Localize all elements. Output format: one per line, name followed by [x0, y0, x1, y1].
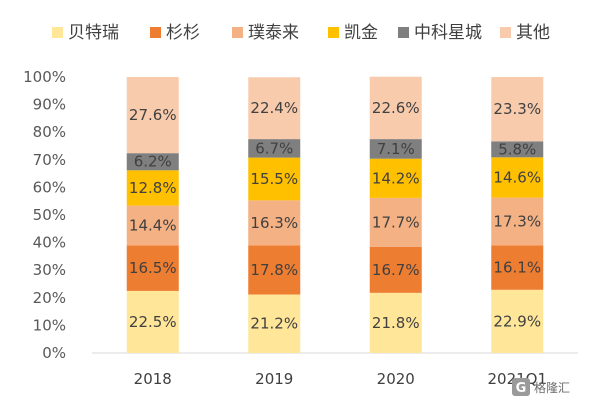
watermark: G 格隆汇 — [512, 378, 570, 396]
bar-segment — [369, 197, 422, 247]
bar-segment — [491, 197, 544, 246]
bar-segment — [248, 245, 301, 295]
data-label: 14.4% — [129, 216, 177, 234]
bar-segment — [126, 153, 179, 171]
data-label: 16.3% — [250, 214, 298, 232]
legend-item: 凯金 — [328, 23, 378, 43]
bar-segment — [369, 158, 422, 198]
bar-segment — [126, 205, 179, 246]
legend-item: 贝特瑞 — [52, 23, 119, 43]
legend-swatch — [398, 27, 409, 38]
bar-segment — [369, 76, 422, 140]
y-tick-label: 80% — [33, 123, 66, 141]
legend-item: 璞泰来 — [232, 23, 299, 43]
data-label: 15.5% — [250, 170, 298, 188]
bar-segment — [126, 290, 179, 353]
svg-text:G: G — [516, 381, 527, 396]
data-label: 16.5% — [129, 259, 177, 277]
legend-label: 杉杉 — [166, 23, 200, 43]
data-label: 21.8% — [372, 314, 420, 332]
legend-label: 贝特瑞 — [68, 23, 119, 43]
data-label: 17.7% — [372, 213, 420, 231]
bar-segment — [248, 77, 301, 140]
legend-swatch — [500, 27, 511, 38]
data-label: 14.6% — [493, 168, 541, 186]
data-label: 17.3% — [493, 212, 541, 230]
legend-swatch — [52, 27, 63, 38]
data-label: 6.7% — [255, 139, 293, 157]
gelonghui-logo-icon: G — [512, 378, 530, 396]
data-label: 23.3% — [493, 100, 541, 118]
bar-stack-2020: 21.8% 16.7% 17.7% 14.2% 7.1% 22.6% — [369, 76, 422, 353]
legend-swatch — [328, 27, 339, 38]
bar-segment — [126, 170, 179, 206]
bar-segment — [369, 246, 422, 293]
bar-segment — [126, 245, 179, 291]
bar-segment — [248, 200, 301, 246]
data-label: 22.6% — [372, 99, 420, 117]
x-tick-label: 2019 — [255, 370, 293, 388]
watermark-text: 格隆汇 — [534, 380, 570, 395]
bar-segment — [491, 245, 544, 290]
bar-stack-2018: 22.5% 16.5% 14.4% 12.8% 6.2% 27.6% — [126, 77, 179, 353]
y-tick-label: 50% — [33, 206, 66, 224]
bar-segment — [248, 139, 301, 158]
y-tick-label: 90% — [33, 96, 66, 114]
bar-segment — [248, 157, 301, 201]
y-tick-label: 20% — [33, 289, 66, 307]
data-label: 14.2% — [372, 169, 420, 187]
bar-segment — [369, 139, 422, 159]
legend-label: 中科星城 — [414, 23, 482, 43]
x-tick-label: 2018 — [134, 370, 172, 388]
legend-item: 其他 — [500, 23, 550, 43]
legend-label: 其他 — [516, 23, 550, 43]
data-label: 16.1% — [493, 259, 541, 277]
data-label: 17.8% — [250, 261, 298, 279]
y-tick-label: 70% — [33, 151, 66, 169]
bar-segment — [126, 77, 179, 154]
y-tick-label: 100% — [23, 68, 66, 86]
legend-item: 杉杉 — [150, 23, 200, 43]
bar-segment — [248, 294, 301, 353]
bar-stack-2019: 21.2% 17.8% 16.3% 15.5% 6.7% 22.4% — [248, 77, 301, 353]
y-tick-label: 0% — [42, 344, 66, 362]
y-axis: 0% 10% 20% 30% 40% 50% 60% 70% 80% 90% 100% — [23, 68, 66, 362]
bar-segment — [491, 77, 544, 142]
bars: 22.5% 16.5% 14.4% 12.8% 6.2% 27.6% 21.2% 17.8% 1… — [126, 76, 544, 353]
data-label: 6.2% — [134, 153, 172, 171]
bar-stack-2021Q1: 22.9% 16.1% 17.3% 14.6% 5.8% 23.3% — [491, 77, 544, 353]
x-tick-label: 2020 — [377, 370, 415, 388]
data-label: 21.2% — [250, 315, 298, 333]
legend-item: 中科星城 — [398, 23, 482, 43]
legend: 贝特瑞 杉杉 璞泰来 凯金 中科星城 其他 — [52, 23, 550, 43]
data-label: 22.4% — [250, 99, 298, 117]
y-tick-label: 40% — [33, 234, 66, 252]
legend-label: 璞泰来 — [248, 23, 299, 43]
data-label: 12.8% — [129, 179, 177, 197]
data-label: 7.1% — [377, 140, 415, 158]
y-tick-label: 60% — [33, 178, 66, 196]
bar-segment — [369, 292, 422, 353]
bar-segment — [491, 141, 544, 158]
y-tick-label: 10% — [33, 316, 66, 334]
legend-swatch — [232, 27, 243, 38]
data-label: 22.9% — [493, 312, 541, 330]
data-label: 22.5% — [129, 313, 177, 331]
x-axis: 2018201920202021Q1 — [134, 370, 547, 388]
data-label: 27.6% — [129, 106, 177, 124]
bar-segment — [491, 157, 544, 198]
bar-segment — [491, 289, 544, 353]
y-tick-label: 30% — [33, 261, 66, 279]
data-label: 16.7% — [372, 261, 420, 279]
legend-label: 凯金 — [344, 23, 378, 43]
legend-swatch — [150, 27, 161, 38]
data-label: 5.8% — [498, 140, 536, 158]
